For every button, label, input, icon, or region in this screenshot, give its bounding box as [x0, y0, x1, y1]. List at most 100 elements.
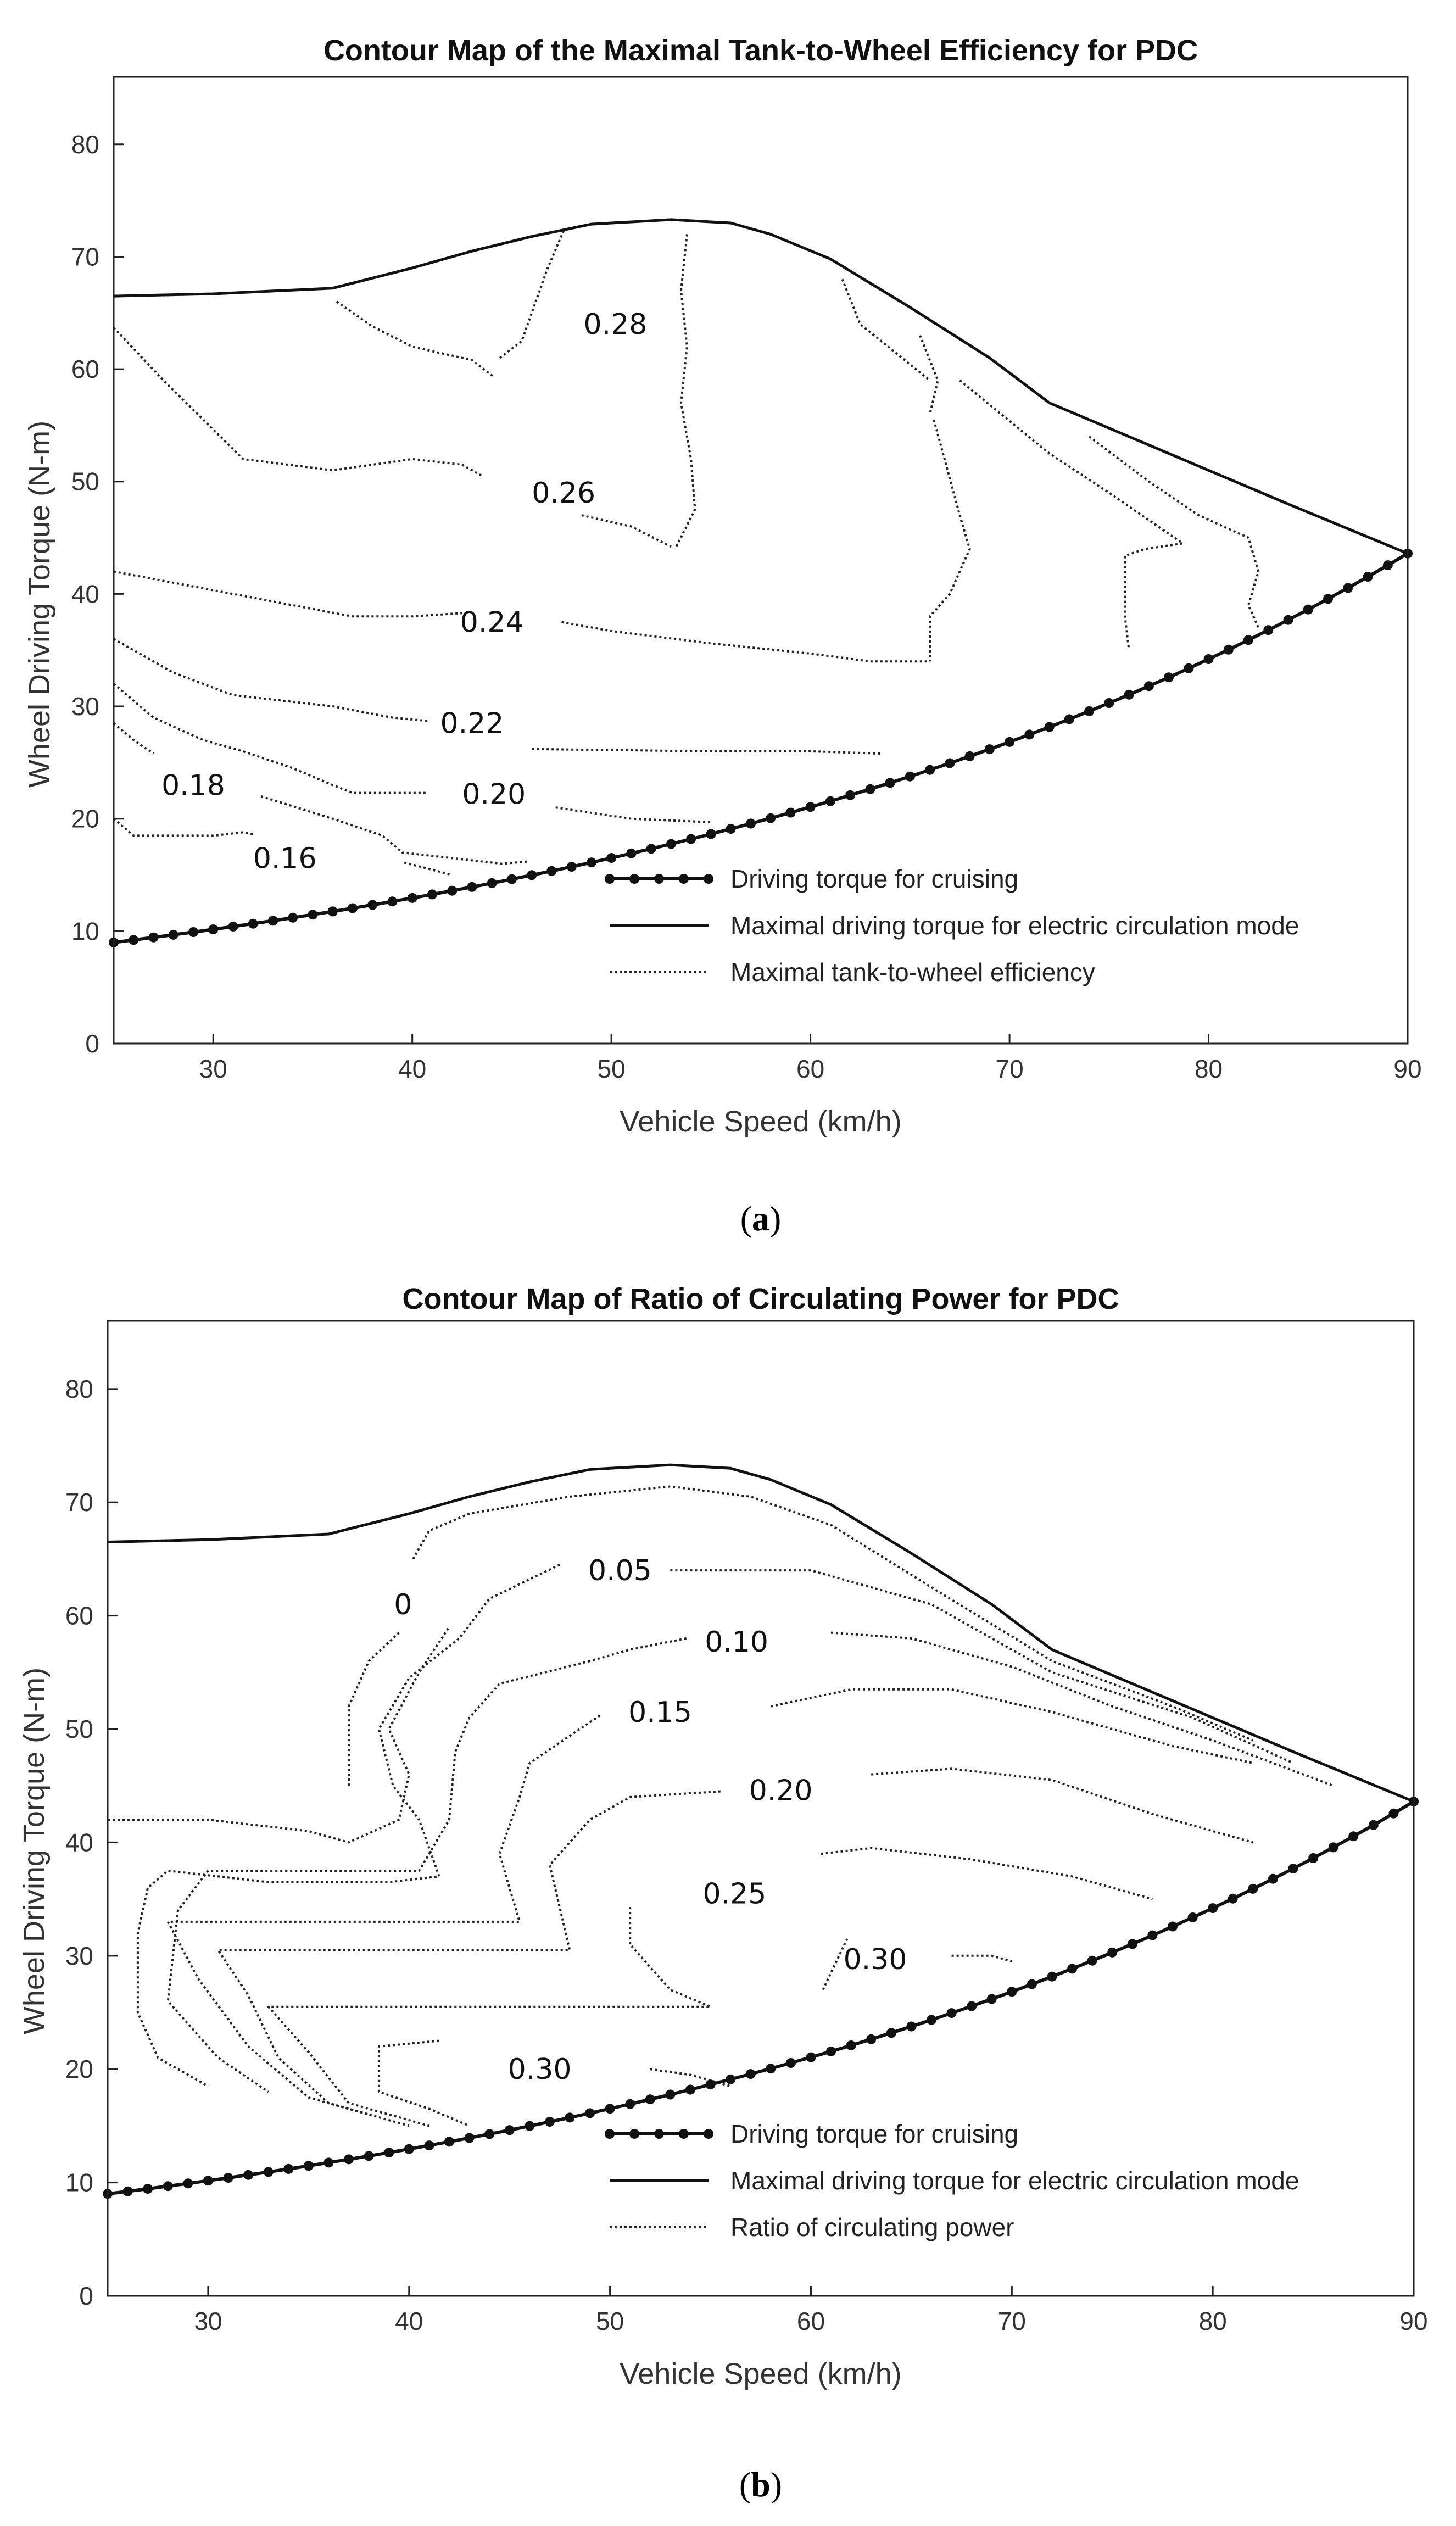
cruise-marker	[344, 2154, 354, 2165]
cruise-marker	[228, 921, 238, 932]
x-tick-label: 30	[199, 1055, 227, 1083]
legend-b-maxtorque-label: Maximal driving torque for electric circ…	[730, 2166, 1299, 2195]
contour-line	[770, 1688, 1253, 1764]
contour-label: 0.18	[161, 769, 225, 802]
cruise-marker	[148, 932, 159, 943]
cruise-marker	[626, 848, 637, 858]
x-tick-label: 80	[1195, 1055, 1223, 1083]
cruise-marker	[1263, 625, 1274, 635]
cruise-marker	[925, 765, 935, 775]
contour-label: 0.20	[749, 1774, 813, 1807]
contour-line	[841, 278, 931, 382]
chart-a-ylabel: Wheel Driving Torque (N-m)	[23, 421, 56, 788]
chart-b-caption: (b)	[739, 2465, 782, 2504]
cruise-marker	[825, 796, 835, 806]
cruise-marker	[348, 903, 358, 913]
cruise-marker	[122, 2186, 133, 2196]
contour-line	[412, 1485, 1254, 1742]
cruise-marker	[945, 758, 955, 768]
cruise-marker	[1243, 635, 1253, 645]
chart-b-caption-letter: b	[751, 2465, 771, 2504]
cruise-marker	[565, 2112, 575, 2123]
chart-panel-a: Contour Map of the Maximal Tank-to-Wheel…	[23, 34, 1422, 1238]
cruise-marker	[1064, 714, 1074, 724]
chart-b-title: Contour Map of Ratio of Circulating Powe…	[403, 1282, 1119, 1315]
contour-line	[674, 234, 696, 550]
cruise-marker	[223, 2173, 233, 2183]
cruise-marker	[726, 2074, 736, 2084]
x-tick-label: 70	[995, 1055, 1023, 1083]
cruise-marker	[364, 2151, 374, 2161]
cruise-marker	[1164, 672, 1174, 683]
cruise-marker	[427, 889, 437, 900]
contour-line	[555, 806, 711, 823]
cruise-marker	[585, 2108, 595, 2118]
cruise-marker	[1005, 737, 1015, 747]
y-tick-label: 40	[65, 1828, 93, 1856]
cruise-marker	[1303, 604, 1313, 615]
cruise-marker	[766, 2064, 776, 2074]
cruise-marker	[143, 2184, 153, 2194]
cruise-marker	[1143, 681, 1154, 692]
contour-line	[404, 861, 453, 876]
cruise-marker	[303, 2161, 314, 2171]
y-tick-label: 70	[65, 1488, 93, 1516]
cruise-marker	[606, 853, 617, 863]
contour-line	[377, 2039, 470, 2127]
cruise-marker	[645, 2094, 655, 2105]
contour-label: 0.16	[253, 842, 317, 875]
cruise-marker	[625, 2099, 635, 2109]
contour-label: 0.26	[532, 477, 595, 510]
contour-label: 0.30	[844, 1943, 907, 1976]
cruise-marker	[163, 2181, 173, 2192]
contour-line	[830, 1631, 1334, 1787]
cruise-marker	[905, 771, 915, 782]
cruise-marker	[706, 829, 716, 839]
contour-line	[166, 1637, 687, 2093]
contour-label: 0.28	[584, 308, 648, 341]
cruise-marker	[1087, 1955, 1097, 1966]
contour-line	[113, 722, 154, 755]
legend-a-maxtorque-label: Maximal driving torque for electric circ…	[730, 911, 1299, 940]
contour-label: 0.22	[440, 707, 504, 740]
cruise-marker	[785, 2058, 796, 2068]
contour-line	[113, 683, 428, 794]
x-tick-label: 50	[596, 2307, 624, 2335]
y-tick-label: 20	[65, 2055, 93, 2083]
x-tick-label: 60	[796, 1055, 824, 1083]
cruise-marker	[129, 935, 139, 945]
y-tick-label: 60	[65, 1602, 93, 1630]
cruise-marker	[726, 824, 736, 834]
cruise-marker	[367, 900, 378, 910]
cruise-marker	[1104, 698, 1114, 708]
chart-a-caption-letter: a	[752, 1199, 769, 1238]
contour-line	[108, 1626, 450, 1844]
chart-b-legend: Driving torque for cruising Maximal driv…	[605, 2120, 1299, 2241]
x-tick-label: 90	[1393, 1055, 1421, 1083]
cruise-marker	[1328, 1842, 1338, 1853]
cruise-marker	[665, 2089, 676, 2100]
cruise-marker	[248, 918, 258, 929]
contour-label: 0.15	[628, 1696, 692, 1729]
cruise-marker	[546, 866, 557, 876]
legend-b-cruise-marker	[605, 2129, 615, 2139]
cruise-marker	[1047, 1971, 1057, 1982]
contour-line	[260, 795, 528, 865]
contour-line	[532, 748, 880, 755]
chart-b-lines	[103, 1463, 1419, 2199]
y-tick-label: 70	[71, 242, 99, 271]
x-tick-label: 50	[598, 1055, 626, 1083]
cruise-marker	[846, 2040, 856, 2050]
contour-label: 0.24	[460, 606, 524, 639]
cruise-marker	[964, 751, 975, 761]
cruise-marker	[986, 1994, 997, 2004]
cruise-marker	[308, 910, 318, 920]
contour-line	[267, 1907, 712, 2127]
cruise-marker	[1343, 583, 1353, 593]
cruise-marker	[1323, 594, 1333, 604]
chart-a-frame	[113, 76, 1409, 1045]
chart-a-lines	[109, 218, 1413, 947]
cruise-marker	[984, 744, 995, 755]
x-tick-label: 70	[998, 2307, 1026, 2335]
cruise-marker	[288, 912, 298, 923]
